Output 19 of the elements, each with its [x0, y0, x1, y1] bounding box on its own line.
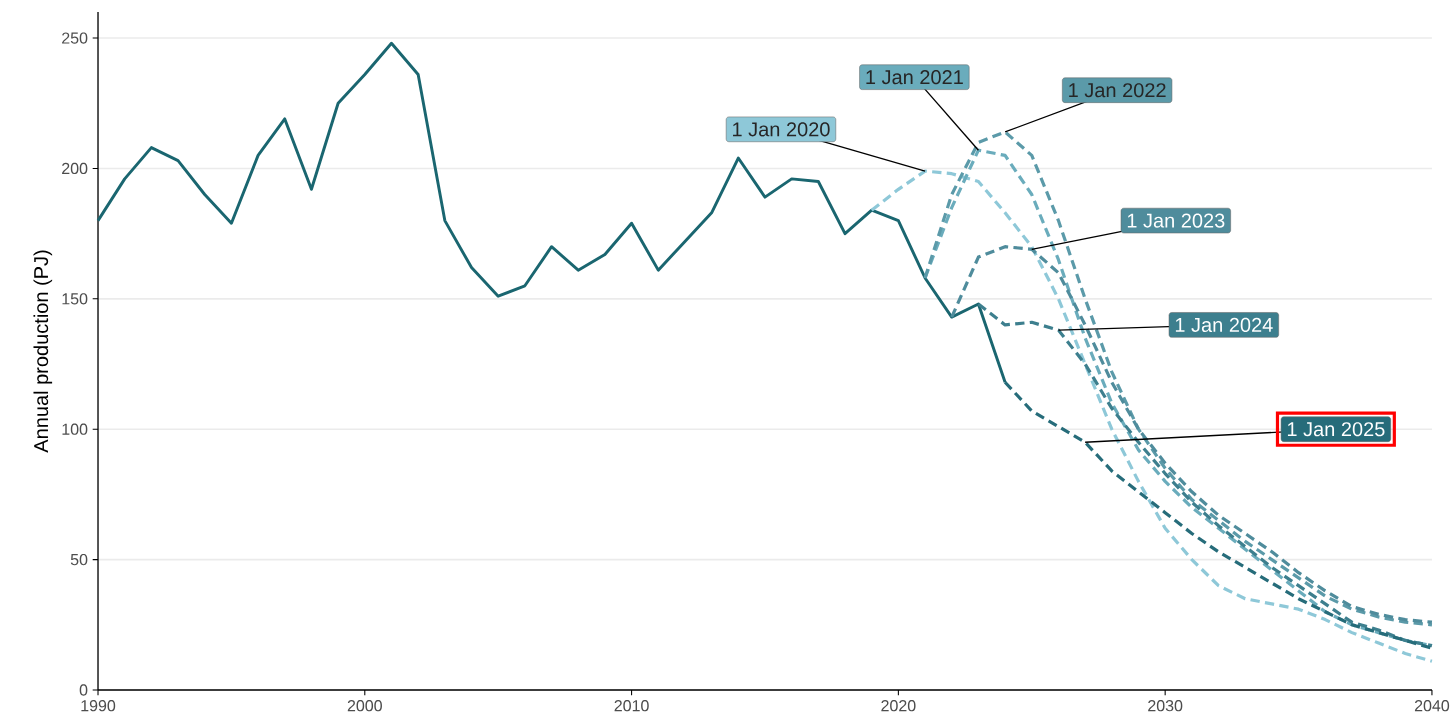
x-tick-label: 2020 — [881, 700, 916, 712]
x-tick-label: 2000 — [347, 700, 382, 712]
y-tick-label: 150 — [62, 293, 88, 305]
y-axis-title: Annual production (PJ) — [33, 250, 53, 453]
annotation: 1 Jan 2021 — [866, 70, 963, 85]
annotation: 1 Jan 2024 — [1175, 317, 1273, 332]
annotation: 1 Jan 2025 — [1287, 422, 1385, 437]
annotation: 1 Jan 2023 — [1127, 213, 1225, 228]
y-tick-label: 250 — [62, 32, 88, 44]
y-tick-label: 100 — [62, 423, 88, 435]
y-tick-label: 0 — [79, 684, 88, 696]
annotation: 1 Jan 2022 — [1069, 83, 1166, 98]
annotation: 1 Jan 2020 — [733, 122, 830, 137]
y-tick-label: 50 — [70, 553, 88, 566]
x-tick-label: 2040 — [1414, 700, 1450, 712]
x-tick-label: 2010 — [614, 700, 649, 712]
x-tick-label: 2030 — [1148, 700, 1183, 712]
y-tick-label: 200 — [62, 162, 88, 175]
x-tick-label: 1990 — [81, 700, 116, 712]
